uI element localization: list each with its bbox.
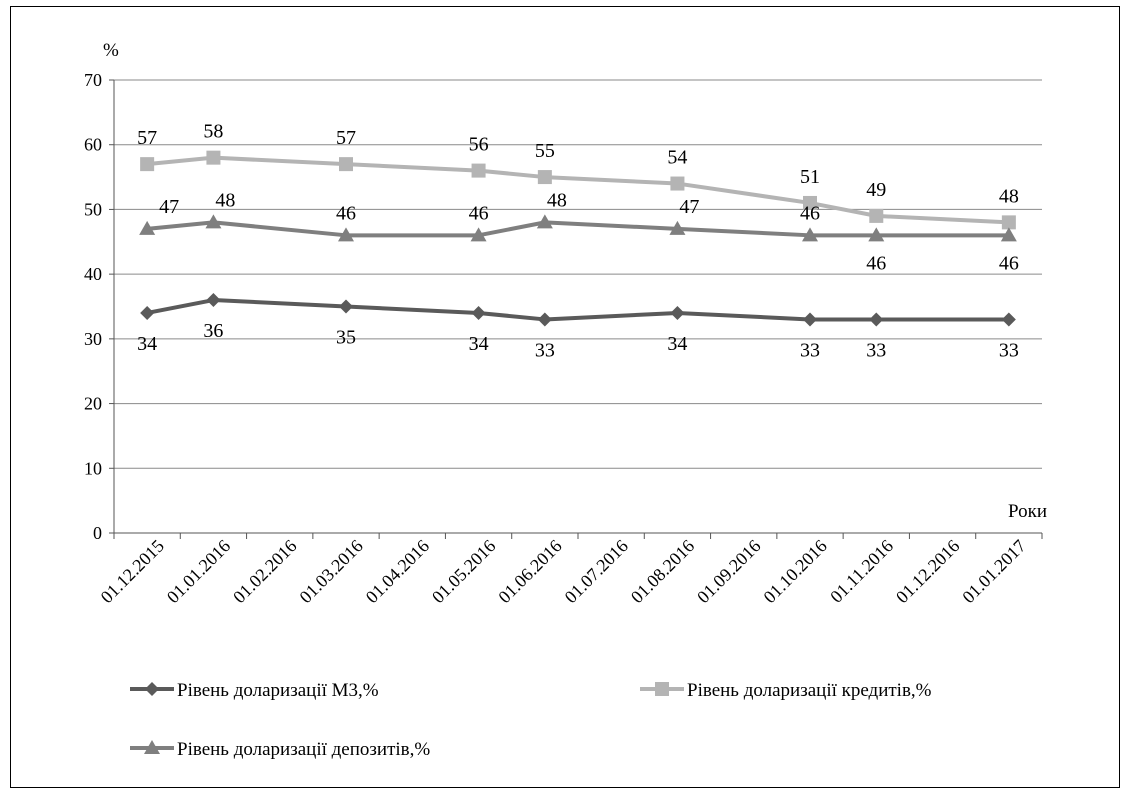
data-point-marker (1001, 215, 1016, 230)
y-tick-label: 0 (93, 523, 102, 543)
data-label: 34 (667, 333, 687, 355)
data-point-marker (1000, 227, 1017, 242)
data-point-marker (670, 176, 685, 191)
legend-label: Рівень доларизації кредитів,% (687, 680, 932, 701)
data-label: 47 (679, 196, 699, 218)
data-label: 34 (469, 333, 489, 355)
series-diamond (140, 293, 1016, 327)
data-label: 57 (137, 127, 157, 149)
data-point-marker (206, 150, 221, 165)
chart-frame (10, 6, 1120, 788)
data-point-marker (471, 163, 486, 178)
series-triangle (139, 214, 1017, 242)
data-point-marker (339, 299, 353, 314)
data-point-marker (537, 170, 552, 185)
y-tick-label: 50 (84, 199, 102, 219)
x-tick-label: 01.11.2016 (826, 536, 897, 607)
legend-marker (144, 740, 160, 754)
x-tick-label: 01.06.2016 (494, 536, 565, 607)
data-point-marker (536, 214, 553, 229)
data-label: 36 (203, 320, 223, 342)
data-point-marker (537, 312, 552, 327)
gridlines (114, 79, 1042, 469)
data-point-marker (803, 312, 817, 327)
data-point-marker (206, 293, 221, 308)
y-tick-label: 40 (84, 264, 102, 284)
x-tick-label: 01.08.2016 (627, 536, 698, 607)
data-label: 35 (336, 327, 356, 349)
data-point-marker (803, 195, 817, 210)
legend-item: Рівень доларизації М3,% (130, 680, 379, 701)
data-label: 56 (469, 134, 489, 156)
legend-marker (145, 682, 159, 696)
data-point-marker (139, 220, 156, 235)
x-tick-label: 01.05.2016 (428, 536, 499, 607)
data-label: 46 (999, 252, 1019, 274)
data-label: 46 (469, 202, 489, 224)
data-point-marker (670, 305, 685, 320)
x-tick-label: 01.10.2016 (759, 536, 830, 607)
data-label: 46 (866, 252, 886, 274)
data-label: 54 (667, 147, 687, 169)
legend-marker (655, 682, 669, 696)
data-point-marker (140, 157, 155, 172)
data-point-marker (1001, 312, 1016, 327)
legend-item: Рівень доларизації кредитів,% (640, 680, 932, 701)
data-label: 48 (547, 189, 567, 211)
data-point-marker (471, 305, 486, 320)
data-label: 33 (866, 339, 886, 361)
y-axis-label: % (103, 40, 119, 61)
y-tick-label: 20 (84, 394, 102, 414)
data-label: 33 (999, 339, 1019, 361)
legend-label: Рівень доларизації М3,% (177, 680, 379, 701)
x-tick-label: 01.03.2016 (295, 536, 366, 607)
data-label: 51 (800, 166, 820, 188)
data-point-marker (869, 208, 884, 223)
data-label: 46 (336, 202, 356, 224)
data-point-marker (140, 305, 155, 320)
data-point-marker (669, 220, 686, 235)
x-tick-label: 01.12.2016 (892, 536, 963, 607)
data-label: 46 (800, 202, 820, 224)
data-point-marker (339, 157, 353, 172)
legend: Рівень доларизації М3,% Рівень доларизаці… (130, 680, 932, 760)
x-tick-label: 01.09.2016 (693, 536, 764, 607)
x-tick-label: 01.01.2016 (163, 536, 234, 607)
data-point-marker (205, 214, 222, 229)
legend-item: Рівень доларизації депозитів,% (130, 739, 430, 760)
x-tick-label: 01.04.2016 (362, 536, 433, 607)
data-point-marker (869, 312, 884, 327)
data-label: 58 (203, 121, 223, 143)
x-tick-label: 01.02.2016 (229, 536, 300, 607)
data-label: 34 (137, 333, 157, 355)
data-point-marker (338, 227, 354, 242)
series-square (140, 150, 1016, 230)
data-label: 48 (999, 185, 1019, 207)
y-tick-label: 60 (84, 135, 102, 155)
y-tick-label: 10 (84, 458, 102, 478)
data-label: 49 (866, 179, 886, 201)
data-label: 48 (215, 189, 235, 211)
data-point-marker (868, 227, 885, 242)
data-label: 33 (800, 339, 820, 361)
y-tick-label: 30 (84, 329, 102, 349)
data-label: 47 (159, 196, 179, 218)
data-labels: 34 36 35 34 33 34 33 33 33 57 58 57 56 55 54 51 49 48 47 48… (137, 121, 1019, 362)
x-tick-label: 01.07.2016 (561, 536, 632, 607)
x-axis-label: Роки (1008, 501, 1047, 522)
x-tick-label: 01.12.2015 (97, 536, 168, 607)
data-label: 33 (535, 339, 555, 361)
y-tick-label: 70 (84, 70, 102, 90)
legend-label: Рівень доларизації депозитів,% (177, 739, 430, 760)
data-label: 55 (535, 140, 555, 162)
data-point-marker (470, 227, 487, 242)
data-label: 57 (336, 127, 356, 149)
data-point-marker (802, 227, 818, 242)
x-tick-label: 01.01.2017 (958, 536, 1029, 607)
series (139, 150, 1017, 327)
